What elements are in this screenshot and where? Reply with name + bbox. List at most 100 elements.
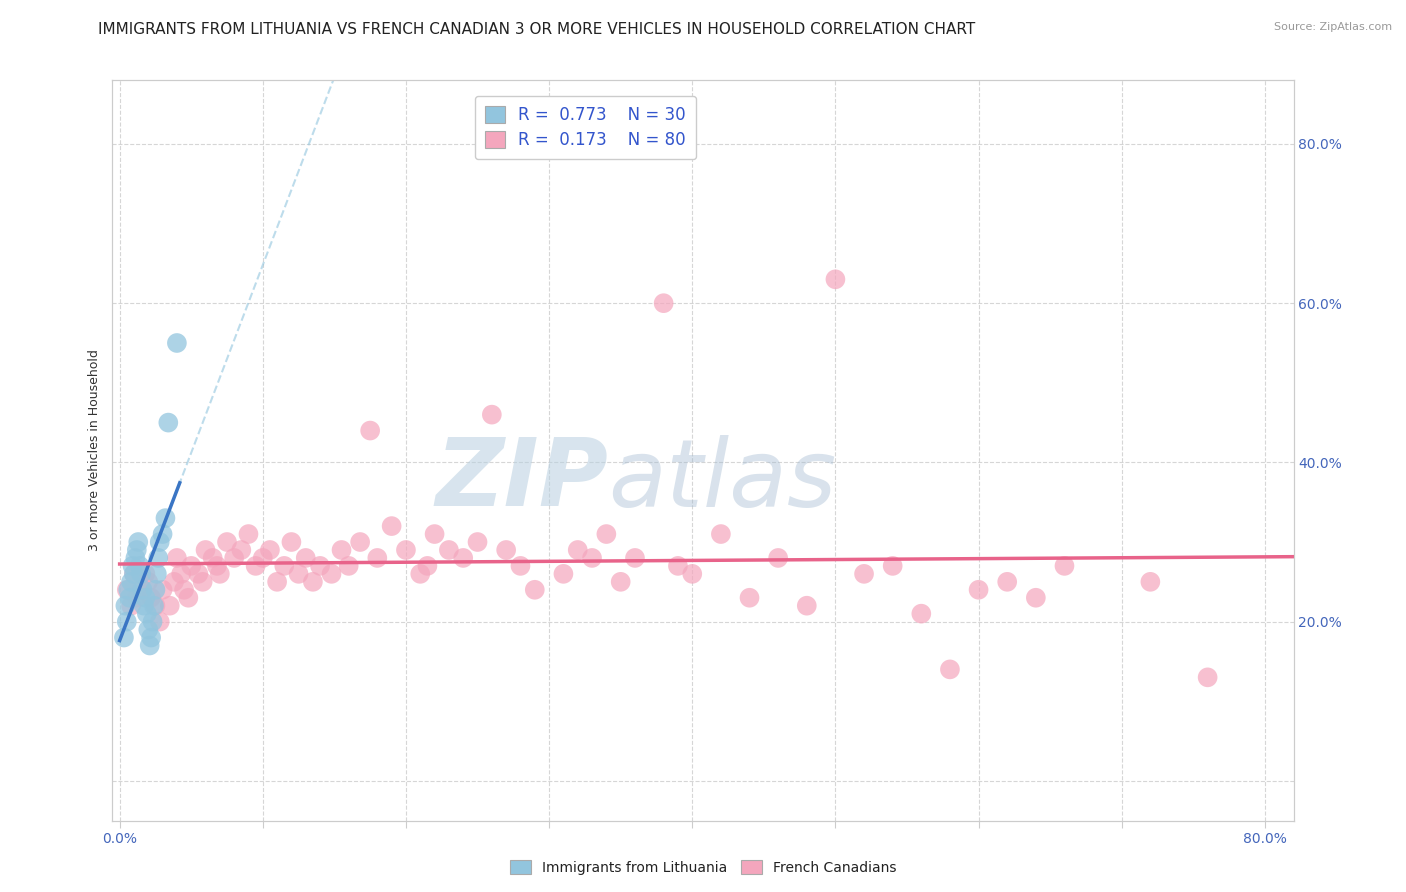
Point xyxy=(1139,574,1161,589)
Point xyxy=(122,566,145,581)
Point xyxy=(128,558,150,573)
Point xyxy=(581,550,603,565)
Point xyxy=(337,558,360,573)
Point xyxy=(1053,558,1076,573)
Point xyxy=(553,566,575,581)
Point xyxy=(127,535,149,549)
Point xyxy=(766,550,789,565)
Point xyxy=(152,582,174,597)
Point xyxy=(201,550,224,565)
Point xyxy=(252,550,274,565)
Point xyxy=(995,574,1018,589)
Point xyxy=(967,582,990,597)
Point xyxy=(139,631,162,645)
Point xyxy=(208,566,231,581)
Point xyxy=(122,566,145,581)
Point xyxy=(681,566,703,581)
Point xyxy=(710,527,733,541)
Point xyxy=(423,527,446,541)
Point xyxy=(194,543,217,558)
Point xyxy=(624,550,647,565)
Point xyxy=(136,574,159,589)
Point xyxy=(114,599,136,613)
Point xyxy=(245,558,267,573)
Text: Source: ZipAtlas.com: Source: ZipAtlas.com xyxy=(1274,22,1392,32)
Point xyxy=(273,558,295,573)
Point xyxy=(135,607,157,621)
Point xyxy=(416,558,439,573)
Point xyxy=(155,511,177,525)
Point xyxy=(136,623,159,637)
Point xyxy=(567,543,589,558)
Point xyxy=(138,639,160,653)
Point xyxy=(259,543,281,558)
Point xyxy=(939,662,962,676)
Point xyxy=(215,535,238,549)
Point xyxy=(381,519,404,533)
Point xyxy=(159,599,181,613)
Point xyxy=(451,550,474,565)
Point xyxy=(129,566,152,581)
Point xyxy=(266,574,288,589)
Point xyxy=(120,574,142,589)
Point xyxy=(349,535,371,549)
Point xyxy=(609,574,631,589)
Point xyxy=(395,543,418,558)
Point xyxy=(152,527,174,541)
Point xyxy=(163,574,186,589)
Point xyxy=(115,582,138,597)
Point xyxy=(738,591,761,605)
Point xyxy=(117,582,139,597)
Point xyxy=(366,550,388,565)
Point xyxy=(177,591,200,605)
Point xyxy=(131,582,153,597)
Point xyxy=(180,558,202,573)
Point xyxy=(129,582,152,597)
Point xyxy=(166,550,188,565)
Point xyxy=(224,550,246,565)
Point xyxy=(666,558,689,573)
Point xyxy=(134,591,156,605)
Point xyxy=(205,558,228,573)
Point xyxy=(1025,591,1047,605)
Point xyxy=(112,631,135,645)
Point xyxy=(280,535,302,549)
Y-axis label: 3 or more Vehicles in Household: 3 or more Vehicles in Household xyxy=(87,350,101,551)
Point xyxy=(287,566,309,581)
Point xyxy=(148,550,170,565)
Text: IMMIGRANTS FROM LITHUANIA VS FRENCH CANADIAN 3 OR MORE VEHICLES IN HOUSEHOLD COR: IMMIGRANTS FROM LITHUANIA VS FRENCH CANA… xyxy=(98,22,976,37)
Point xyxy=(309,558,332,573)
Point xyxy=(120,599,142,613)
Point xyxy=(157,416,180,430)
Legend: R =  0.773    N = 30, R =  0.173    N = 80: R = 0.773 N = 30, R = 0.173 N = 80 xyxy=(475,96,696,159)
Point xyxy=(652,296,675,310)
Point xyxy=(115,615,138,629)
Point xyxy=(495,543,517,558)
Point xyxy=(134,566,156,581)
Point xyxy=(437,543,460,558)
Point xyxy=(142,615,165,629)
Point xyxy=(1197,670,1219,684)
Point xyxy=(523,582,546,597)
Point xyxy=(125,591,148,605)
Point xyxy=(853,566,876,581)
Point xyxy=(187,566,209,581)
Point xyxy=(824,272,846,286)
Point xyxy=(238,527,260,541)
Point xyxy=(796,599,818,613)
Point xyxy=(910,607,932,621)
Point xyxy=(121,558,143,573)
Point xyxy=(330,543,353,558)
Point xyxy=(145,582,167,597)
Point xyxy=(173,582,195,597)
Point xyxy=(149,535,172,549)
Point xyxy=(125,543,148,558)
Point xyxy=(481,408,503,422)
Point xyxy=(146,566,169,581)
Legend: Immigrants from Lithuania, French Canadians: Immigrants from Lithuania, French Canadi… xyxy=(505,855,901,880)
Point xyxy=(359,424,381,438)
Point xyxy=(191,574,214,589)
Point xyxy=(145,599,167,613)
Point xyxy=(166,336,188,351)
Point xyxy=(467,535,489,549)
